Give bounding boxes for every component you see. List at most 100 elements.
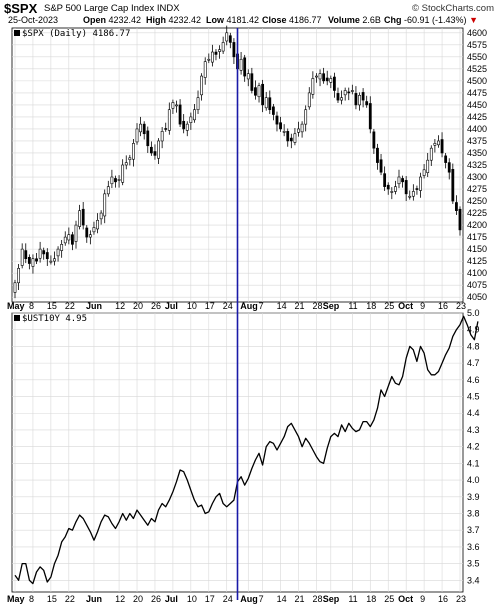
- spx-panel-x-tick-label: Oct: [398, 301, 413, 311]
- spx-candle: [376, 147, 379, 163]
- spx-candle: [203, 61, 207, 78]
- spx-candle: [27, 256, 31, 264]
- ust10y-panel-y-tick-label: 4.0: [467, 475, 480, 485]
- spx-candle: [268, 97, 272, 111]
- spx-candle: [45, 252, 49, 260]
- ust10y-panel-x-tick-label: Sep: [323, 594, 340, 604]
- spx-panel-x-tick-label: 10: [187, 301, 197, 311]
- spx-candle: [228, 35, 232, 43]
- ust10y-panel-x-tick-label: 11: [348, 594, 357, 604]
- spx-candle: [63, 236, 67, 244]
- spx-candle: [429, 147, 433, 161]
- spx-candle: [218, 49, 221, 52]
- spx-candle: [67, 234, 71, 241]
- spx-candle: [132, 143, 135, 160]
- low-stat: Low 4181.42: [206, 15, 259, 25]
- spx-candle: [293, 133, 297, 143]
- spx-candle: [35, 258, 38, 262]
- spx-panel-x-tick-label: 11: [348, 301, 357, 311]
- spx-candle: [221, 42, 225, 52]
- spx-candle: [304, 109, 308, 125]
- spx-candle: [78, 210, 81, 227]
- spx-candle: [157, 140, 160, 159]
- spx-candle: [250, 73, 254, 91]
- spx-panel-y-tick-label: 4225: [467, 208, 487, 218]
- spx-panel-x-tick-label: 14: [277, 301, 287, 311]
- spx-panel-y-tick-label: 4475: [467, 88, 487, 98]
- spx-candle: [419, 176, 422, 191]
- spx-candle: [411, 191, 415, 197]
- spx-panel-x-tick-label: 16: [438, 301, 448, 311]
- spx-panel-x-tick-label: 26: [151, 301, 161, 311]
- spx-candle: [451, 169, 455, 202]
- ust10y-panel-y-tick-label: 4.3: [467, 425, 480, 435]
- spx-candle: [117, 179, 121, 181]
- spx-candle: [311, 78, 315, 95]
- spx-panel-x-tick-label: 12: [115, 301, 125, 311]
- ust10y-panel-y-tick-label: 3.9: [467, 492, 480, 502]
- spx-panel-y-tick-label: 4350: [467, 148, 487, 158]
- spx-candle: [193, 109, 196, 121]
- volume-label: Volume: [328, 15, 360, 25]
- spx-candle: [455, 202, 458, 211]
- ust10y-line: [14, 315, 479, 585]
- spx-candle: [325, 77, 329, 82]
- spx-candle: [114, 178, 117, 183]
- spx-candle: [279, 122, 282, 130]
- spx-panel-x-tick-label: May: [7, 301, 25, 311]
- spx-panel-y-tick-label: 4400: [467, 124, 487, 134]
- spx-panel-x-tick-label: 22: [65, 301, 75, 311]
- ust10y-panel-x-tick-label: 9: [420, 594, 425, 604]
- ust10y-panel-y-tick-label: 4.5: [467, 392, 480, 402]
- ust10y-panel-y-tick-label: 3.8: [467, 508, 480, 518]
- ust10y-panel-x-tick-label: Jun: [86, 594, 102, 604]
- spx-candle: [347, 91, 351, 94]
- spx-candle: [81, 208, 85, 226]
- spx-candle: [56, 248, 60, 257]
- spx-candle: [171, 102, 175, 109]
- spx-candle: [210, 51, 214, 63]
- spx-candle: [214, 51, 218, 55]
- spx-candle: [243, 57, 247, 77]
- spx-candle: [38, 248, 42, 259]
- header-line-2: 25-Oct-2023 Open 4232.42 High 4232.42 Lo…: [8, 15, 500, 26]
- ust10y-panel-x-tick-label: 7: [259, 594, 264, 604]
- spx-panel-y-tick-label: 4125: [467, 256, 487, 266]
- spx-panel-x-tick-label: Sep: [323, 301, 340, 311]
- spx-panel-y-tick-label: 4200: [467, 220, 487, 230]
- spx-panel-y-tick-label: 4325: [467, 160, 487, 170]
- spx-candle: [343, 90, 347, 96]
- ust10y-panel-y-tick-label: 4.7: [467, 358, 480, 368]
- spx-candle: [372, 131, 376, 149]
- low-label: Low: [206, 15, 224, 25]
- spx-candle: [164, 128, 168, 130]
- spx-panel-x-tick-label: 23: [456, 301, 466, 311]
- spx-candle: [185, 123, 189, 131]
- spx-panel-x-tick-label: Jul: [165, 301, 178, 311]
- ust10y-panel-x-tick-label: 22: [65, 594, 75, 604]
- ust10y-panel-x-tick-label: 8: [29, 594, 34, 604]
- spx-panel-y-tick-label: 4600: [467, 28, 487, 38]
- spx-candle: [71, 234, 74, 245]
- spx-panel-x-tick-label: 17: [205, 301, 215, 311]
- spx-candle: [379, 159, 383, 173]
- spx-candle: [92, 227, 96, 233]
- spx-candle: [354, 93, 358, 106]
- spx-candle: [200, 75, 204, 96]
- spx-candle: [239, 58, 243, 71]
- brand-logo[interactable]: © StockCharts.com: [412, 3, 494, 14]
- header-line-1: $SPX S&P 500 Large Cap Index INDX © Stoc…: [4, 1, 500, 16]
- spx-candle: [329, 78, 333, 83]
- ust10y-panel-y-tick-label: 3.5: [467, 559, 480, 569]
- spx-candle: [447, 162, 451, 173]
- spx-panel-legend: $SPX (Daily) 4186.77: [22, 29, 130, 39]
- ust10y-panel-x-tick-label: 28: [312, 594, 322, 604]
- spx-candle: [246, 73, 250, 80]
- chg-label: Chg: [384, 15, 402, 25]
- spx-panel-y-tick-label: 4150: [467, 244, 487, 254]
- down-arrow-icon: ▼: [469, 15, 478, 25]
- spx-panel-y-tick-label: 4075: [467, 280, 487, 290]
- spx-candle: [315, 75, 318, 78]
- spx-candle: [142, 123, 146, 135]
